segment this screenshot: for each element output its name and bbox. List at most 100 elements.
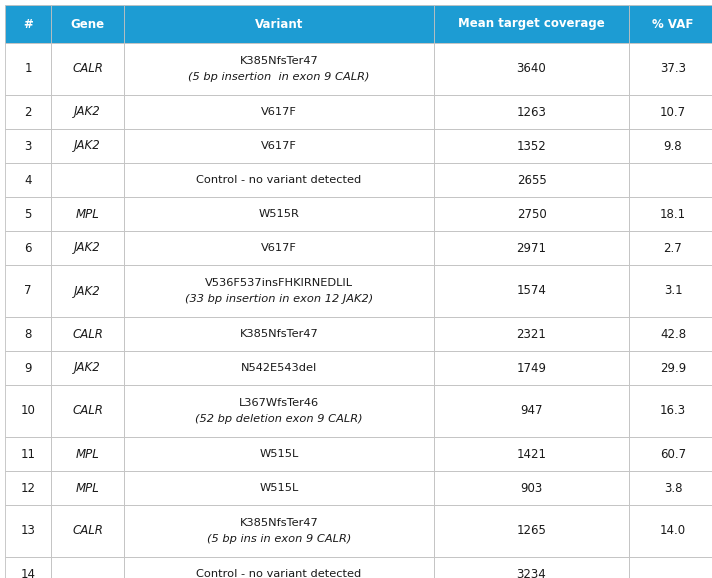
Text: 1574: 1574 (517, 284, 546, 298)
Bar (5, 437, 51, 471)
Bar (434, 265, 629, 317)
Text: (5 bp ins in exon 9 CALR): (5 bp ins in exon 9 CALR) (206, 535, 351, 544)
Bar (51, 351, 124, 385)
Bar (51, 471, 124, 505)
Bar (434, 95, 629, 129)
Bar (434, 163, 629, 197)
Text: Control - no variant detected: Control - no variant detected (197, 569, 362, 578)
Text: CALR: CALR (72, 405, 103, 417)
Text: 13: 13 (21, 524, 36, 538)
Text: 5: 5 (24, 208, 32, 220)
Text: CALR: CALR (72, 62, 103, 76)
Bar (124, 95, 434, 129)
Bar (51, 505, 124, 557)
Bar (5, 317, 51, 351)
Bar (5, 351, 51, 385)
Bar (629, 471, 712, 505)
Text: 3234: 3234 (517, 568, 546, 578)
Bar (51, 265, 124, 317)
Bar (51, 43, 124, 95)
Text: MPL: MPL (75, 481, 100, 495)
Text: 9: 9 (24, 361, 32, 375)
Text: 2750: 2750 (517, 208, 546, 220)
Bar (434, 317, 629, 351)
Bar (5, 557, 51, 578)
Bar (434, 231, 629, 265)
Bar (51, 5, 124, 43)
Bar (124, 5, 434, 43)
Text: 16.3: 16.3 (660, 405, 686, 417)
Bar (629, 231, 712, 265)
Bar (51, 385, 124, 437)
Text: 14.0: 14.0 (660, 524, 686, 538)
Bar (434, 129, 629, 163)
Bar (51, 557, 124, 578)
Text: 11: 11 (21, 447, 36, 461)
Bar (51, 129, 124, 163)
Bar (124, 471, 434, 505)
Text: 3.8: 3.8 (664, 481, 682, 495)
Bar (124, 231, 434, 265)
Text: V617F: V617F (261, 107, 297, 117)
Text: 12: 12 (21, 481, 36, 495)
Text: Gene: Gene (70, 17, 105, 31)
Bar (629, 163, 712, 197)
Bar (124, 351, 434, 385)
Text: 18.1: 18.1 (660, 208, 686, 220)
Bar (5, 95, 51, 129)
Bar (124, 265, 434, 317)
Bar (629, 351, 712, 385)
Text: 1263: 1263 (517, 106, 546, 118)
Bar (5, 231, 51, 265)
Bar (434, 557, 629, 578)
Bar (51, 317, 124, 351)
Text: V617F: V617F (261, 243, 297, 253)
Text: 42.8: 42.8 (660, 328, 686, 340)
Bar (629, 129, 712, 163)
Bar (629, 43, 712, 95)
Text: CALR: CALR (72, 328, 103, 340)
Text: 29.9: 29.9 (660, 361, 686, 375)
Text: 37.3: 37.3 (660, 62, 686, 76)
Bar (124, 437, 434, 471)
Text: (5 bp insertion  in exon 9 CALR): (5 bp insertion in exon 9 CALR) (188, 72, 370, 83)
Bar (434, 351, 629, 385)
Text: (52 bp deletion exon 9 CALR): (52 bp deletion exon 9 CALR) (195, 414, 363, 424)
Text: W515R: W515R (258, 209, 300, 219)
Bar (51, 95, 124, 129)
Text: 10.7: 10.7 (660, 106, 686, 118)
Bar (5, 5, 51, 43)
Text: 2: 2 (24, 106, 32, 118)
Text: 3.1: 3.1 (664, 284, 682, 298)
Bar (124, 163, 434, 197)
Bar (434, 437, 629, 471)
Text: 1421: 1421 (516, 447, 547, 461)
Text: JAK2: JAK2 (74, 139, 101, 153)
Bar (434, 385, 629, 437)
Text: 1749: 1749 (516, 361, 547, 375)
Text: 10: 10 (21, 405, 36, 417)
Text: 9.8: 9.8 (664, 139, 682, 153)
Bar (629, 385, 712, 437)
Text: K385NfsTer47: K385NfsTer47 (240, 55, 318, 65)
Text: 6: 6 (24, 242, 32, 254)
Bar (124, 557, 434, 578)
Text: 1265: 1265 (517, 524, 546, 538)
Bar (434, 5, 629, 43)
Bar (51, 437, 124, 471)
Bar (5, 385, 51, 437)
Text: V617F: V617F (261, 141, 297, 151)
Text: Control - no variant detected: Control - no variant detected (197, 175, 362, 185)
Bar (629, 95, 712, 129)
Text: 3: 3 (24, 139, 32, 153)
Bar (629, 437, 712, 471)
Text: JAK2: JAK2 (74, 242, 101, 254)
Text: JAK2: JAK2 (74, 361, 101, 375)
Bar (434, 505, 629, 557)
Text: 4: 4 (24, 173, 32, 187)
Text: % VAF: % VAF (652, 17, 693, 31)
Bar (124, 197, 434, 231)
Text: MPL: MPL (75, 447, 100, 461)
Bar (434, 471, 629, 505)
Bar (629, 265, 712, 317)
